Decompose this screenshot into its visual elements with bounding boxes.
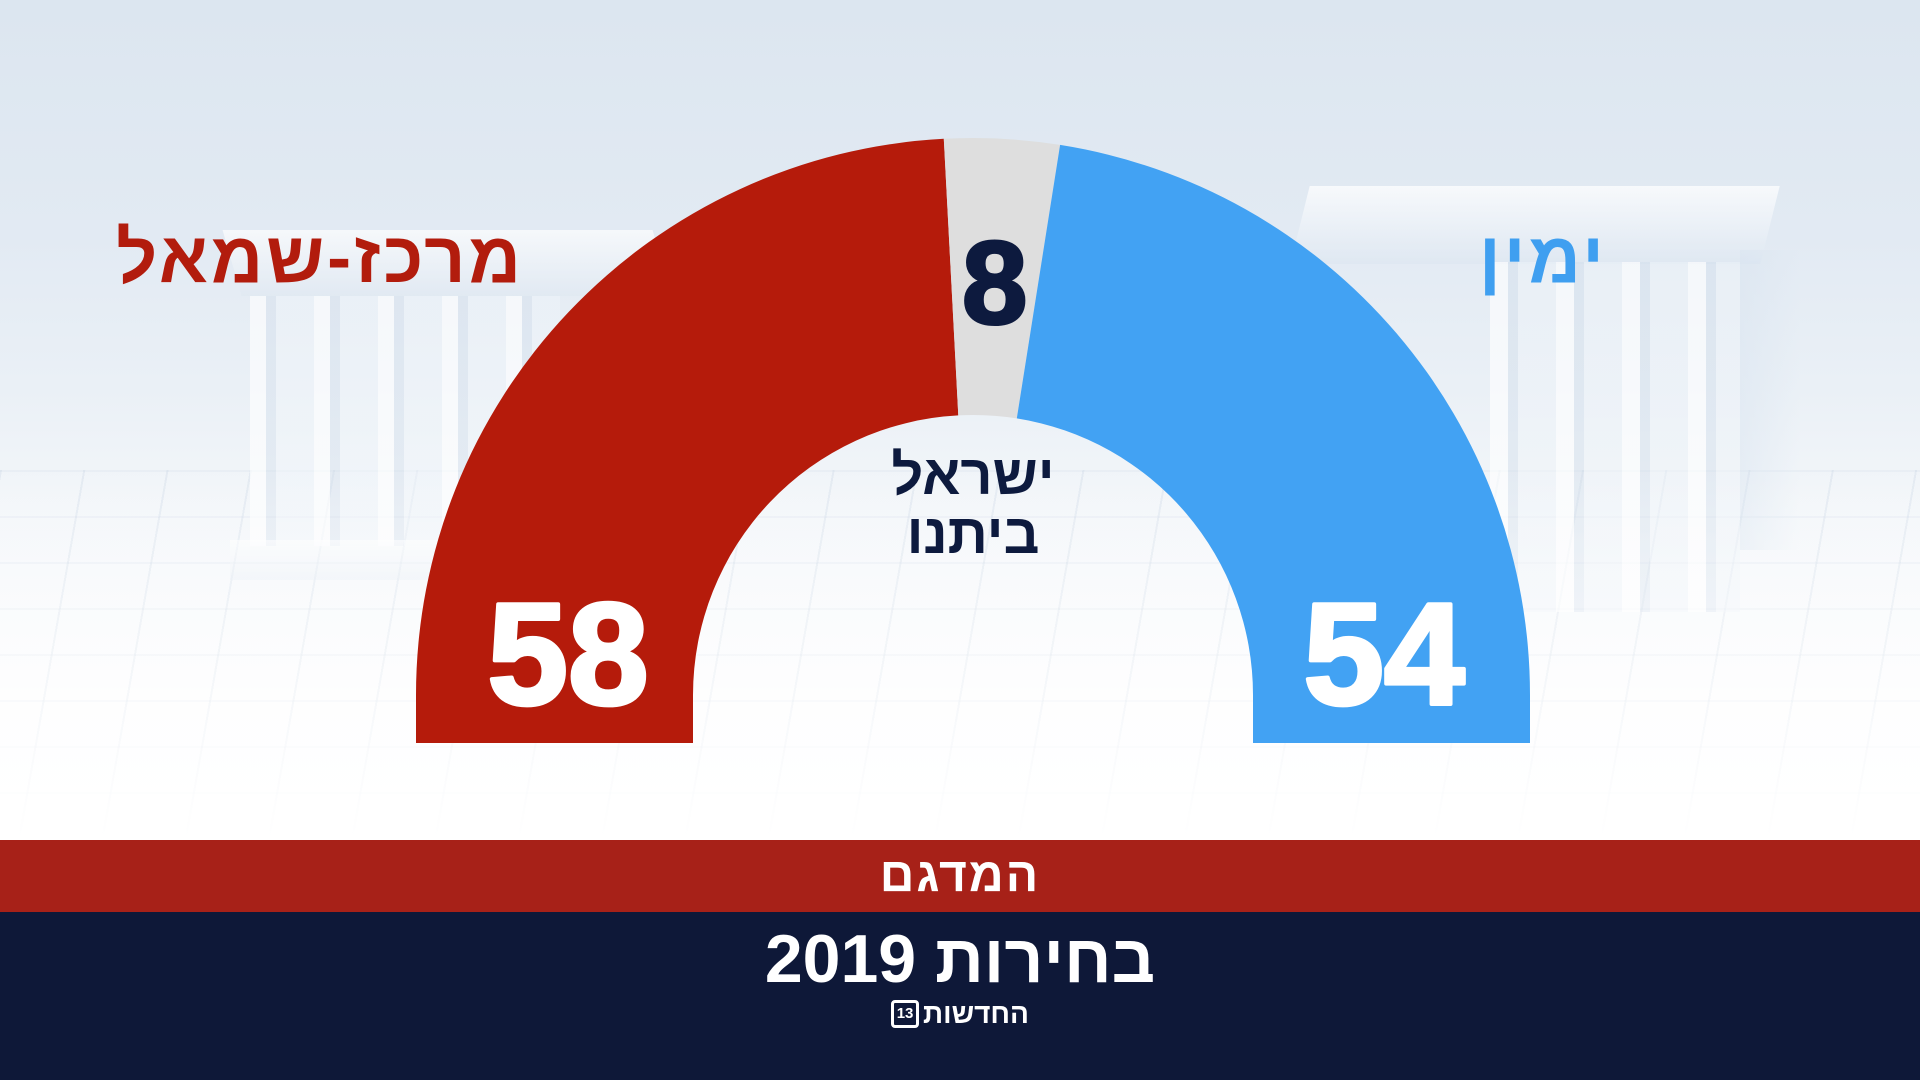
- channel-logo-text: החדשות: [923, 998, 1029, 1029]
- arc-segment-center-left: [416, 138, 959, 744]
- bloc-label-israel-beytenu-line-2: ביתנו: [907, 502, 1040, 565]
- bloc-label-right: ימין: [1479, 218, 1607, 298]
- channel-logo-number: 13: [891, 1000, 920, 1028]
- bloc-label-israel-beytenu-line-1: ישראל: [891, 443, 1054, 506]
- value-label-center-left: 58: [487, 573, 648, 735]
- footer-bar: בחירות 2019 החדשות 13: [0, 912, 1920, 1080]
- bloc-label-center-left: מרכז-שמאל: [116, 218, 524, 298]
- arc-segment-right: [1016, 144, 1530, 743]
- value-label-israel-beytenu: 8: [962, 218, 1028, 350]
- sample-banner: המדגם: [0, 840, 1920, 912]
- value-label-right: 54: [1303, 573, 1464, 735]
- sample-banner-title: המדגם: [879, 849, 1041, 902]
- channel-logo: החדשות 13: [0, 998, 1920, 1030]
- background-floor-fade: [0, 470, 1920, 840]
- election-headline: בחירות 2019: [764, 921, 1156, 997]
- arc-segment-israel-beytenu: [943, 138, 1061, 419]
